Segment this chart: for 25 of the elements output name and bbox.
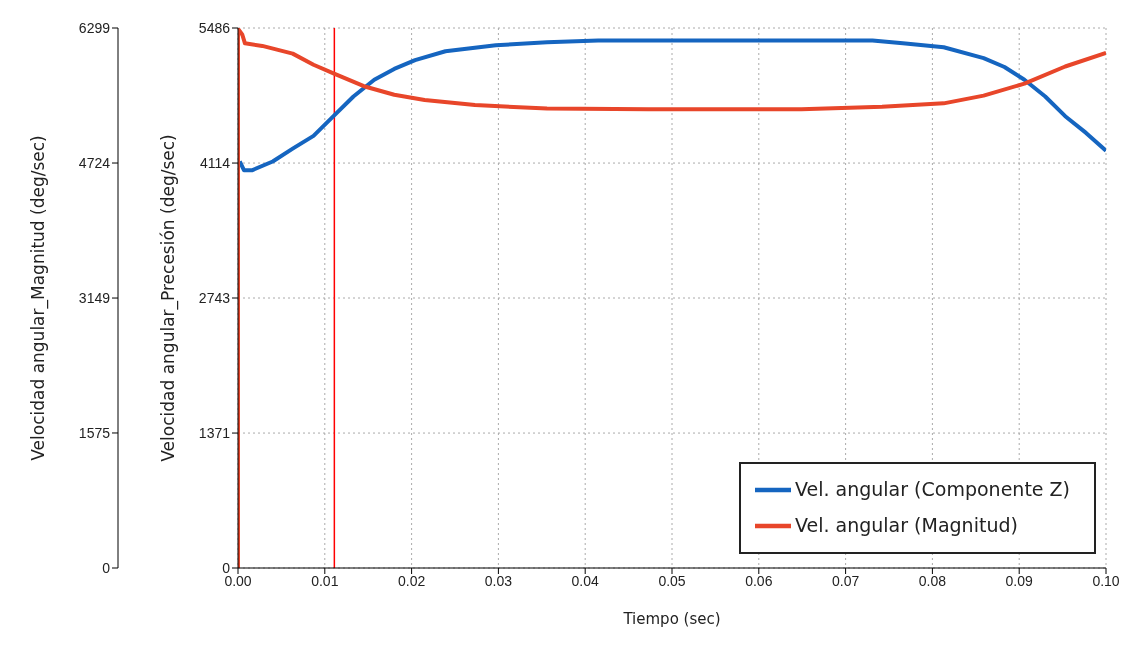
x-tick-label: 0.07 <box>831 572 860 589</box>
y2-tick-label: 4114 <box>199 155 231 172</box>
y-tick-label: 6299 <box>78 19 111 36</box>
y-tick-label: 1575 <box>78 424 111 441</box>
x-tick-label: 0.04 <box>571 572 600 589</box>
y-tick-label: 0 <box>102 559 111 576</box>
x-tick-label: 0.06 <box>745 572 773 589</box>
legend-label: Vel. angular (Componente Z) <box>794 477 1070 500</box>
x-tick-label: 0.05 <box>658 572 686 589</box>
x-tick-label: 0.08 <box>918 572 947 589</box>
y-tick-label: 4724 <box>78 154 111 171</box>
x-tick-label: 0.02 <box>397 572 426 589</box>
x-tick-label: 0.09 <box>1005 572 1034 589</box>
y-tick-label: 3149 <box>78 290 111 307</box>
x-axis-title: Tiempo (sec) <box>622 610 721 628</box>
y2-tick-label: 5486 <box>198 19 231 36</box>
line-series <box>238 38 1106 173</box>
x-tick-label: 0.03 <box>484 572 513 589</box>
x-tick-label: 0.10 <box>1092 572 1120 589</box>
x-tick-label: 0.01 <box>311 572 339 589</box>
y2-tick-label: 2743 <box>198 289 231 306</box>
y2-axis-title: Velocidad angular_Precesión (deg/sec) <box>158 134 180 462</box>
y2-tick-label: 1371 <box>198 425 231 442</box>
y-axis-title: Velocidad angular_Magnitud (deg/sec) <box>28 135 50 461</box>
legend-label: Vel. angular (Magnitud) <box>794 513 1018 536</box>
